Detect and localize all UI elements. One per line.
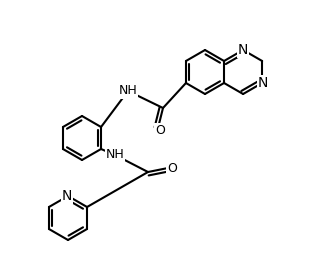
Text: N: N	[238, 43, 248, 57]
Text: NH: NH	[119, 84, 137, 98]
Text: N: N	[258, 76, 268, 90]
Text: N: N	[62, 189, 72, 203]
Text: O: O	[155, 124, 165, 136]
Text: NH: NH	[106, 149, 124, 161]
Text: O: O	[167, 161, 177, 175]
